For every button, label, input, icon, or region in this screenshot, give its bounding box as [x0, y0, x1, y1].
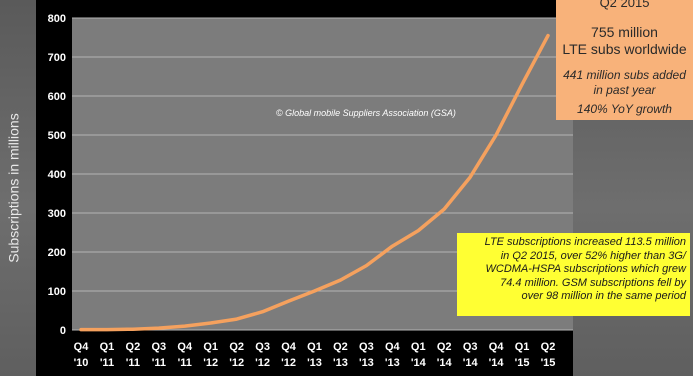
- x-tick-quarter: Q1: [100, 341, 115, 353]
- x-tick-quarter: Q3: [255, 341, 270, 353]
- note-line: over 98 million in the same period: [521, 290, 686, 303]
- note-line: WCDMA-HSPA subscriptions which grew: [485, 263, 687, 276]
- gridlines: [72, 17, 573, 331]
- x-tick-year: '15: [541, 357, 556, 369]
- info-box: Q2 2015 755 million LTE subs worldwide 4…: [556, 0, 693, 120]
- x-tick-quarter: Q1: [203, 341, 218, 353]
- x-tick-year: '13: [385, 357, 400, 369]
- note-box: LTE subscriptions increased 113.5 millio…: [457, 233, 690, 316]
- x-tick-year: '12: [203, 357, 218, 369]
- y-axis-ticks: 0 100 200 300 400 500 600 700 800: [48, 13, 66, 337]
- x-tick-year: '14: [437, 357, 453, 369]
- x-tick-year: '15: [515, 357, 530, 369]
- info-box-header: Q2 2015: [599, 0, 650, 10]
- note-line: 74.4 million. GSM subscriptions fell by: [500, 276, 686, 289]
- x-tick-year: '11: [126, 357, 140, 369]
- x-tick-quarter: Q1: [307, 341, 322, 353]
- x-tick-quarter: Q4: [281, 341, 297, 353]
- x-tick-year: '10: [74, 357, 89, 369]
- info-box-headline-1: 755 million: [591, 24, 658, 40]
- x-tick-quarter: Q2: [333, 341, 348, 353]
- x-tick-year: '13: [359, 357, 374, 369]
- info-box-growth: 140% YoY growth: [577, 102, 672, 116]
- y-tick-label: 400: [48, 169, 66, 181]
- info-box-headline: 755 million LTE subs worldwide: [556, 24, 693, 58]
- x-tick-year: '12: [229, 357, 244, 369]
- info-box-headline-2: LTE subs worldwide: [562, 41, 687, 57]
- x-tick-quarter: Q1: [411, 341, 426, 353]
- info-box-subs-added: 441 million subs added in past year: [563, 68, 686, 97]
- x-axis-ticks: Q4 '10 Q1 '11 Q2 '11 Q3 '11 Q4 '11 Q1 '12 Q2 '12 Q3 '12…: [74, 341, 556, 369]
- y-tick-label: 0: [60, 325, 66, 337]
- x-tick-year: '14: [489, 357, 505, 369]
- y-tick-label: 200: [48, 247, 66, 259]
- x-tick-quarter: Q4: [74, 341, 90, 353]
- series-points: [80, 35, 549, 330]
- x-tick-year: '11: [100, 357, 114, 369]
- note-line: LTE subscriptions increased 113.5 millio…: [484, 236, 686, 248]
- x-tick-quarter: Q2: [541, 341, 556, 353]
- x-tick-year: '12: [281, 357, 296, 369]
- y-tick-label: 700: [48, 52, 66, 64]
- x-tick-quarter: Q3: [359, 341, 374, 353]
- note-line: in Q2 2015, over 52% higher than 3G/: [500, 249, 686, 262]
- x-tick-quarter: Q4: [489, 341, 505, 353]
- y-tick-label: 300: [48, 208, 66, 220]
- x-tick-quarter: Q1: [515, 341, 530, 353]
- y-tick-label: 500: [48, 130, 66, 142]
- x-tick-year: '11: [152, 357, 166, 369]
- y-tick-label: 800: [48, 13, 66, 25]
- y-tick-label: 600: [48, 91, 66, 103]
- x-tick-quarter: Q3: [463, 341, 478, 353]
- copyright-annotation: © Global mobile Suppliers Association (G…: [276, 108, 456, 118]
- x-tick-year: '13: [307, 357, 322, 369]
- x-tick-year: '11: [178, 357, 192, 369]
- x-tick-quarter: Q2: [126, 341, 141, 353]
- x-tick-quarter: Q2: [229, 341, 244, 353]
- x-tick-quarter: Q2: [437, 341, 452, 353]
- y-tick-label: 100: [48, 286, 66, 298]
- x-tick-year: '14: [411, 357, 427, 369]
- x-tick-quarter: Q4: [177, 341, 193, 353]
- x-tick-quarter: Q4: [385, 341, 401, 353]
- x-tick-quarter: Q3: [151, 341, 166, 353]
- x-tick-year: '12: [255, 357, 270, 369]
- x-tick-year: '14: [463, 357, 479, 369]
- x-tick-year: '13: [333, 357, 348, 369]
